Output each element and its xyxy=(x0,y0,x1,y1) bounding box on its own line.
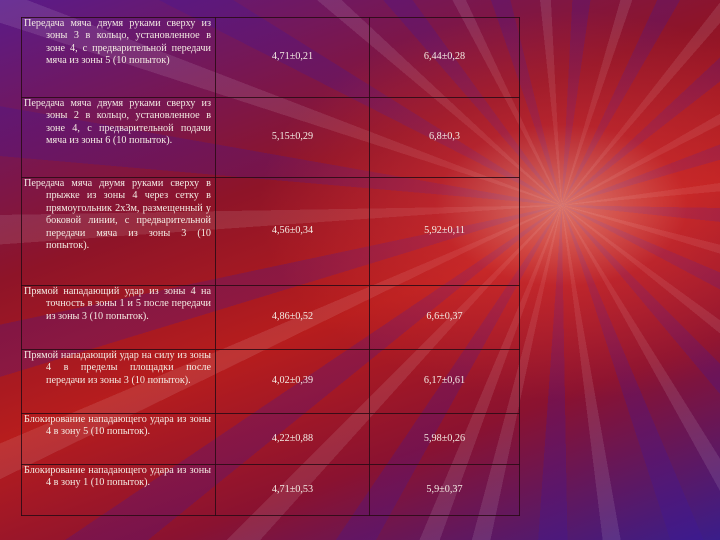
value-cell-2: 5,98±0,26 xyxy=(369,413,520,465)
table-row: Передача мяча двумя руками сверху из зон… xyxy=(21,17,520,98)
value-cell-1: 4,71±0,21 xyxy=(215,17,370,98)
exercise-cell: Прямой нападающий удар на силу из зоны 4… xyxy=(21,349,216,414)
table-row: Прямой нападающий удар из зоны 4 на точн… xyxy=(21,285,520,350)
exercise-cell: Передача мяча двумя руками сверху из зон… xyxy=(21,97,216,178)
value-cell-2: 6,17±0,61 xyxy=(369,349,520,414)
value-cell-1: 4,86±0,52 xyxy=(215,285,370,350)
value-cell-1: 4,56±0,34 xyxy=(215,177,370,286)
table-row: Блокирование нападающего удара из зоны 4… xyxy=(21,464,520,516)
value-cell-2: 6,8±0,3 xyxy=(369,97,520,178)
results-table: Передача мяча двумя руками сверху из зон… xyxy=(21,17,520,516)
exercise-cell: Передача мяча двумя руками сверху в прыж… xyxy=(21,177,216,286)
value-cell-1: 4,71±0,53 xyxy=(215,464,370,516)
value-cell-2: 6,44±0,28 xyxy=(369,17,520,98)
value-cell-1: 4,02±0,39 xyxy=(215,349,370,414)
exercise-cell: Передача мяча двумя руками сверху из зон… xyxy=(21,17,216,98)
table-row: Блокирование нападающего удара из зоны 4… xyxy=(21,413,520,465)
exercise-cell: Блокирование нападающего удара из зоны 4… xyxy=(21,413,216,465)
value-cell-1: 4,22±0,88 xyxy=(215,413,370,465)
value-cell-2: 6,6±0,37 xyxy=(369,285,520,350)
exercise-cell: Прямой нападающий удар из зоны 4 на точн… xyxy=(21,285,216,350)
value-cell-2: 5,9±0,37 xyxy=(369,464,520,516)
exercise-cell: Блокирование нападающего удара из зоны 4… xyxy=(21,464,216,516)
table-row: Передача мяча двумя руками сверху в прыж… xyxy=(21,177,520,286)
value-cell-1: 5,15±0,29 xyxy=(215,97,370,178)
value-cell-2: 5,92±0,11 xyxy=(369,177,520,286)
table-row: Прямой нападающий удар на силу из зоны 4… xyxy=(21,349,520,414)
table-row: Передача мяча двумя руками сверху из зон… xyxy=(21,97,520,178)
